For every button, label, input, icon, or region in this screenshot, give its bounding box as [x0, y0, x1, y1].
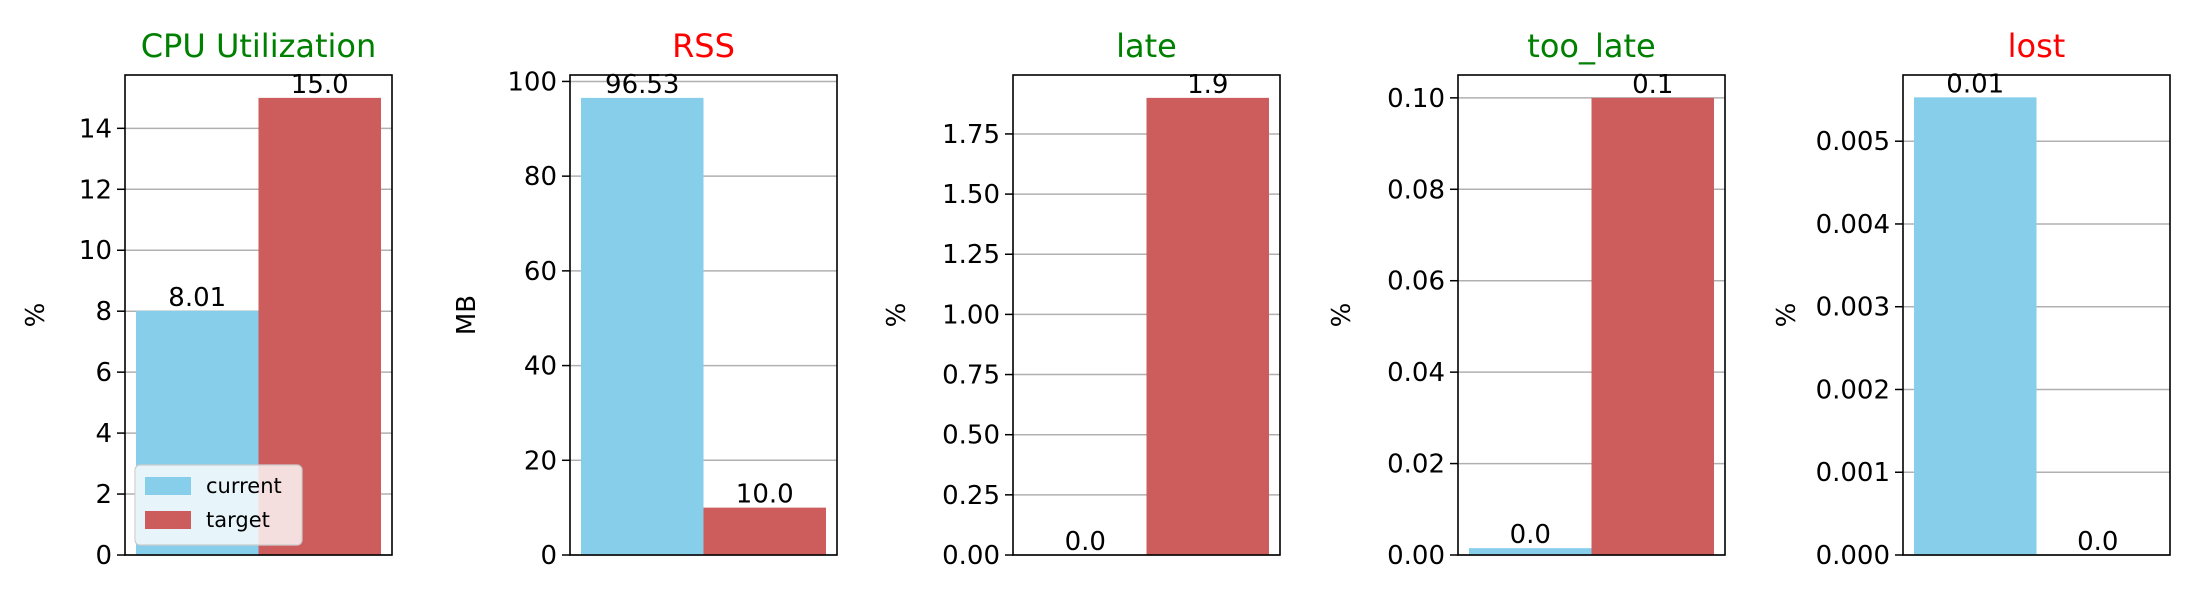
panel-title: RSS	[672, 27, 735, 65]
current-bar	[1469, 548, 1592, 555]
y-tick-label: 0	[95, 541, 112, 571]
y-tick-label: 0.00	[942, 541, 1000, 571]
y-tick-label: 0.25	[942, 481, 1000, 511]
y-tick-label: 1.00	[942, 300, 1000, 330]
y-tick-label: 10	[79, 236, 112, 266]
data-label: 0.01	[1946, 69, 2004, 99]
y-tick-label: 0.00	[1387, 541, 1445, 571]
y-tick-label: 0.000	[1816, 541, 1890, 571]
data-label: 0.0	[2077, 527, 2118, 557]
legend-swatch-current	[145, 477, 191, 495]
panel-title: lost	[2008, 27, 2066, 65]
current-bar	[581, 97, 704, 555]
panel-title: late	[1116, 27, 1177, 65]
current-bar	[1914, 97, 2037, 556]
y-tick-label: 60	[524, 257, 557, 287]
y-tick-label: 0.02	[1387, 450, 1445, 480]
y-tick-label: 0.001	[1816, 458, 1890, 488]
y-tick-label: 1.50	[942, 180, 1000, 210]
y-tick-label: 0.75	[942, 361, 1000, 391]
y-axis-label: %	[1772, 303, 1802, 328]
y-tick-label: 6	[95, 358, 112, 388]
y-tick-label: 1.75	[942, 120, 1000, 150]
y-tick-label: 0	[540, 541, 557, 571]
panel-title: too_late	[1527, 27, 1655, 65]
legend-swatch-target	[145, 511, 191, 529]
plot-frame	[1457, 74, 1726, 556]
plot-frame	[569, 74, 838, 556]
y-tick-label: 20	[524, 446, 557, 476]
y-axis-label: %	[21, 303, 51, 328]
y-tick-label: 1.25	[942, 240, 1000, 270]
y-axis-label: %	[882, 303, 912, 328]
y-tick-label: 14	[79, 114, 112, 144]
y-tick-label: 100	[507, 67, 557, 97]
y-tick-label: 0.50	[942, 421, 1000, 451]
y-tick-label: 0.04	[1387, 358, 1445, 388]
y-axis-label: %	[1327, 303, 1357, 328]
y-tick-label: 12	[79, 175, 112, 205]
target-bar	[1591, 97, 1714, 555]
y-tick-label: 40	[524, 352, 557, 382]
data-label: 10.0	[736, 480, 794, 510]
target-bar	[1146, 97, 1269, 555]
data-label: 8.01	[168, 283, 226, 313]
y-tick-label: 8	[95, 297, 112, 327]
plot-frame	[124, 74, 393, 556]
legend-label-target: target	[206, 508, 270, 532]
y-tick-label: 4	[95, 419, 112, 449]
plot-frame	[1902, 74, 2171, 556]
y-tick-label: 0.003	[1816, 293, 1890, 323]
panel-title: CPU Utilization	[141, 27, 377, 65]
y-tick-label: 0.06	[1387, 267, 1445, 297]
data-label: 0.0	[1510, 520, 1551, 550]
y-tick-label: 80	[524, 162, 557, 192]
y-tick-label: 2	[95, 480, 112, 510]
y-tick-label: 0.005	[1816, 127, 1890, 157]
data-label: 0.0	[1065, 527, 1106, 557]
y-axis-label: MB	[452, 295, 482, 335]
y-tick-label: 0.08	[1387, 175, 1445, 205]
target-bar	[703, 507, 826, 555]
legend-label-current: current	[206, 474, 282, 498]
y-tick-label: 0.004	[1816, 210, 1890, 240]
y-tick-label: 0.10	[1387, 84, 1445, 114]
y-tick-label: 0.002	[1816, 375, 1890, 405]
